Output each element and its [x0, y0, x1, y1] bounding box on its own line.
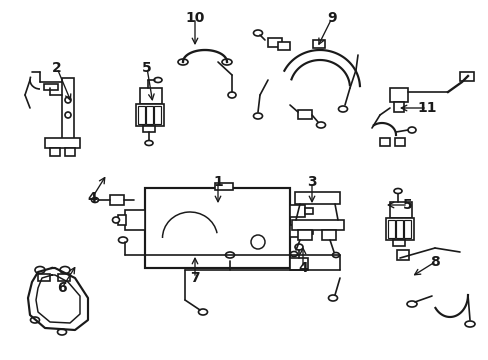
Bar — [379, 138, 389, 146]
Ellipse shape — [464, 321, 474, 327]
Text: 11: 11 — [416, 101, 436, 115]
Text: 5: 5 — [142, 61, 152, 75]
Bar — [138, 106, 145, 124]
Text: 3: 3 — [306, 175, 316, 189]
Bar — [291, 220, 343, 230]
Text: 4: 4 — [298, 261, 307, 275]
Circle shape — [65, 97, 71, 103]
Ellipse shape — [253, 113, 262, 119]
Bar — [44, 84, 58, 90]
Bar — [289, 225, 305, 237]
Ellipse shape — [406, 301, 416, 307]
Bar — [154, 106, 161, 124]
Text: 9: 9 — [326, 11, 336, 25]
Ellipse shape — [316, 122, 325, 128]
Bar — [142, 126, 155, 132]
Bar — [118, 215, 126, 225]
Bar — [389, 202, 411, 218]
Ellipse shape — [91, 198, 98, 202]
Bar — [403, 220, 410, 238]
Ellipse shape — [30, 317, 40, 323]
Ellipse shape — [225, 252, 234, 258]
Bar — [50, 148, 60, 156]
Bar — [297, 230, 311, 240]
Bar — [395, 220, 402, 238]
Ellipse shape — [328, 295, 337, 301]
Bar — [297, 110, 311, 119]
Bar — [392, 240, 404, 246]
Ellipse shape — [154, 77, 162, 82]
Text: 1: 1 — [213, 175, 223, 189]
Bar — [136, 104, 163, 126]
Bar — [394, 138, 404, 146]
Bar — [125, 210, 145, 230]
Bar — [321, 230, 335, 240]
Bar — [289, 205, 305, 217]
Text: 8: 8 — [429, 255, 439, 269]
Bar — [58, 274, 70, 281]
Bar — [140, 88, 162, 104]
Bar — [110, 195, 124, 205]
Ellipse shape — [294, 244, 303, 250]
Ellipse shape — [112, 217, 119, 223]
Ellipse shape — [332, 252, 339, 257]
Bar — [38, 274, 50, 281]
Bar — [396, 250, 408, 260]
Bar — [45, 138, 80, 148]
Bar — [294, 192, 339, 204]
Text: 6: 6 — [57, 281, 67, 295]
Bar — [389, 88, 407, 102]
Bar — [146, 106, 153, 124]
Ellipse shape — [338, 106, 347, 112]
Ellipse shape — [60, 266, 70, 274]
Ellipse shape — [407, 127, 415, 133]
Text: 5: 5 — [402, 198, 412, 212]
Circle shape — [250, 235, 264, 249]
Ellipse shape — [58, 329, 66, 335]
Bar — [385, 218, 413, 240]
Bar — [305, 208, 312, 214]
Bar — [305, 228, 312, 234]
Ellipse shape — [118, 237, 127, 243]
Text: 10: 10 — [185, 11, 204, 25]
Bar — [289, 258, 307, 270]
Ellipse shape — [35, 266, 45, 274]
Bar — [267, 38, 282, 47]
Ellipse shape — [227, 92, 236, 98]
Ellipse shape — [198, 309, 207, 315]
Circle shape — [65, 112, 71, 118]
Bar — [62, 78, 74, 143]
Text: 4: 4 — [87, 191, 97, 205]
Bar — [215, 183, 232, 190]
Ellipse shape — [178, 59, 187, 65]
Bar — [387, 220, 394, 238]
Text: 2: 2 — [52, 61, 62, 75]
Bar — [65, 148, 75, 156]
Bar — [459, 72, 473, 81]
Bar — [312, 40, 325, 48]
Ellipse shape — [145, 140, 153, 145]
Ellipse shape — [253, 30, 262, 36]
Bar — [278, 42, 289, 50]
Bar — [393, 102, 403, 112]
Ellipse shape — [290, 252, 297, 256]
Text: 7: 7 — [190, 271, 200, 285]
Bar — [145, 188, 289, 268]
Ellipse shape — [393, 189, 401, 194]
Ellipse shape — [222, 59, 231, 65]
